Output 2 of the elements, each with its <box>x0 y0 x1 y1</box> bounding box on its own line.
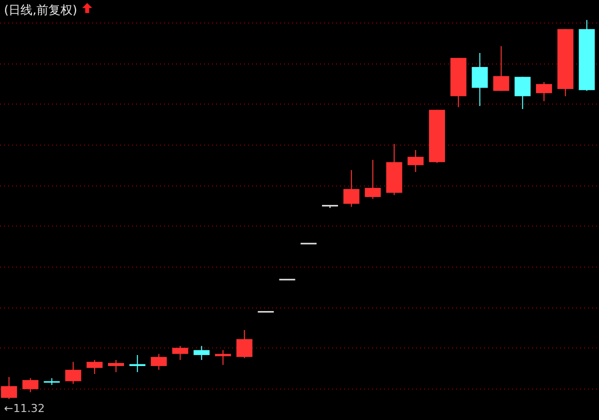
chart-title: (日线,前复权) <box>4 3 78 17</box>
text: ←11.32 <box>4 402 45 415</box>
